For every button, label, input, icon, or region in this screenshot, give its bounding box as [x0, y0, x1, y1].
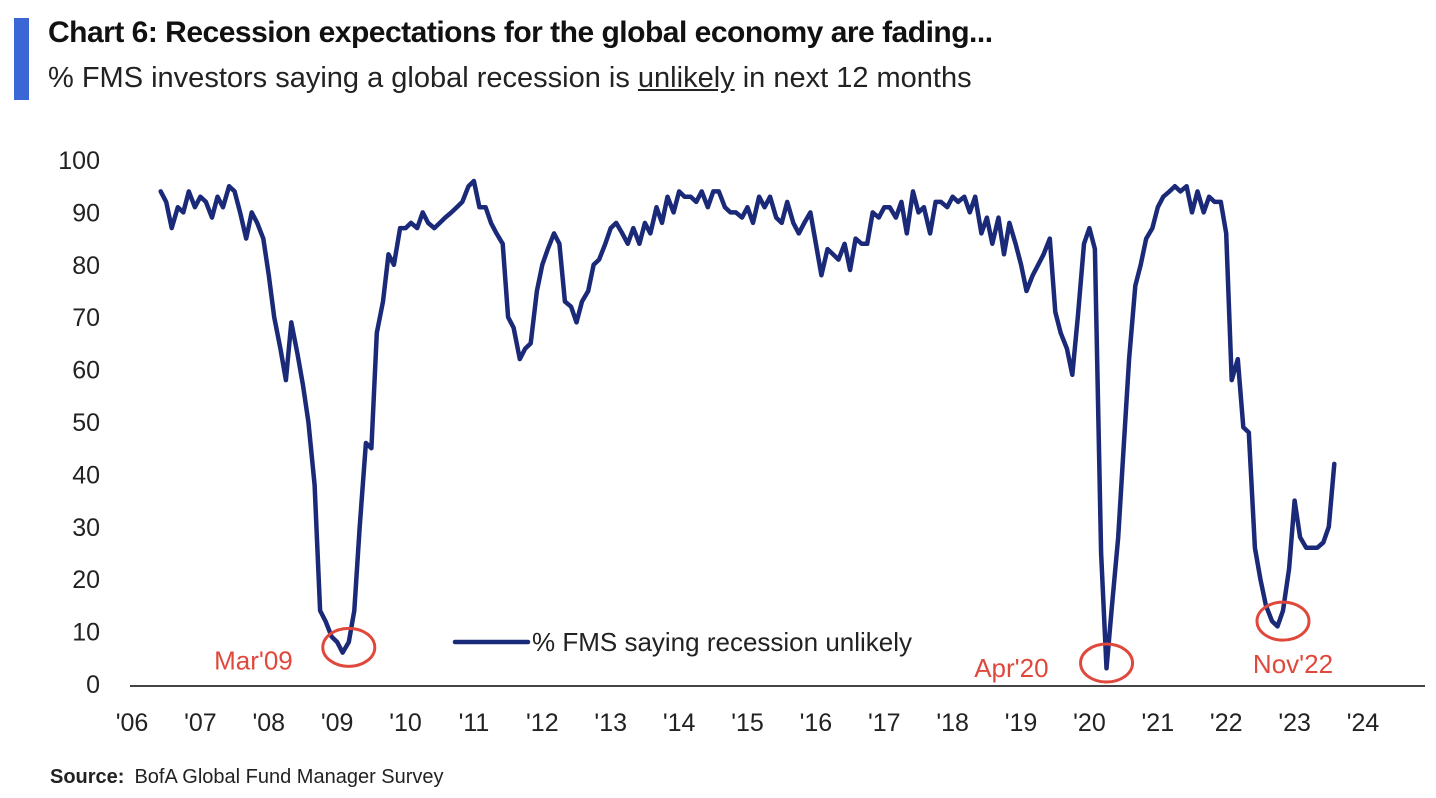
y-tick-label: 90	[72, 199, 100, 227]
x-axis-ticks: '06 '07 '08 '09 '10 '11 '12 '13 '14 '15 '16 '17 '18 '…	[116, 709, 1380, 737]
y-tick-label: 80	[72, 252, 100, 280]
x-tick-label: '12	[526, 709, 559, 737]
source-label: Source:	[50, 766, 125, 788]
x-tick-label: '15	[731, 709, 764, 737]
x-tick-label: '23	[1278, 709, 1311, 737]
source-text: BofA Global Fund Manager Survey	[134, 766, 444, 788]
annotations: Mar'09 Apr'20 Nov'22	[214, 600, 1333, 684]
x-tick-label: '16	[800, 709, 833, 737]
legend: % FMS saying recession unlikely	[452, 627, 912, 657]
series-line	[158, 178, 1337, 671]
subtitle-pre: % FMS investors saying a global recessio…	[48, 62, 638, 94]
chart-title: Chart 6: Recession expectations for the …	[48, 16, 993, 49]
x-tick-label: '22	[1210, 709, 1243, 737]
chart-subtitle: % FMS investors saying a global recessio…	[48, 62, 972, 95]
x-tick-label: '17	[868, 709, 901, 737]
x-tick-label: '11	[459, 709, 490, 737]
subtitle-post: in next 12 months	[734, 62, 972, 94]
x-tick-label: '13	[594, 709, 627, 737]
x-tick-label: '19	[1005, 709, 1038, 737]
x-tick-label: '14	[663, 709, 696, 737]
x-tick-label: '09	[321, 709, 354, 737]
y-tick-label: 60	[72, 357, 100, 385]
y-tick-label: 10	[72, 619, 100, 647]
annotation-circle	[1079, 642, 1135, 684]
x-tick-label: '08	[252, 709, 285, 737]
y-tick-label: 30	[72, 514, 100, 542]
annotation-circle	[1255, 600, 1311, 642]
y-tick-label: 40	[72, 461, 100, 489]
x-tick-label: '24	[1347, 709, 1380, 737]
annotation-label: Nov'22	[1253, 649, 1333, 679]
y-tick-label: 100	[58, 147, 100, 175]
y-tick-label: 0	[86, 671, 100, 699]
annotation-label: Apr'20	[974, 653, 1048, 683]
title-accent-bar	[14, 18, 29, 100]
x-tick-label: '10	[389, 709, 422, 737]
y-tick-label: 70	[72, 304, 100, 332]
annotation-circle	[321, 626, 377, 668]
y-axis-ticks: 0 10 20 30 40 50 60 70 80 90 100	[58, 147, 100, 699]
x-tick-label: '20	[1073, 709, 1106, 737]
x-tick-label: '06	[116, 709, 149, 737]
y-tick-label: 50	[72, 409, 100, 437]
x-tick-label: '07	[184, 709, 217, 737]
source-note: Source: BofA Global Fund Manager Survey	[50, 766, 444, 789]
x-tick-label: '18	[936, 709, 969, 737]
legend-label: % FMS saying recession unlikely	[532, 627, 912, 657]
y-tick-label: 20	[72, 566, 100, 594]
subtitle-underlined: unlikely	[637, 62, 735, 94]
x-tick-label: '21	[1142, 709, 1175, 737]
annotation-label: Mar'09	[214, 645, 293, 675]
